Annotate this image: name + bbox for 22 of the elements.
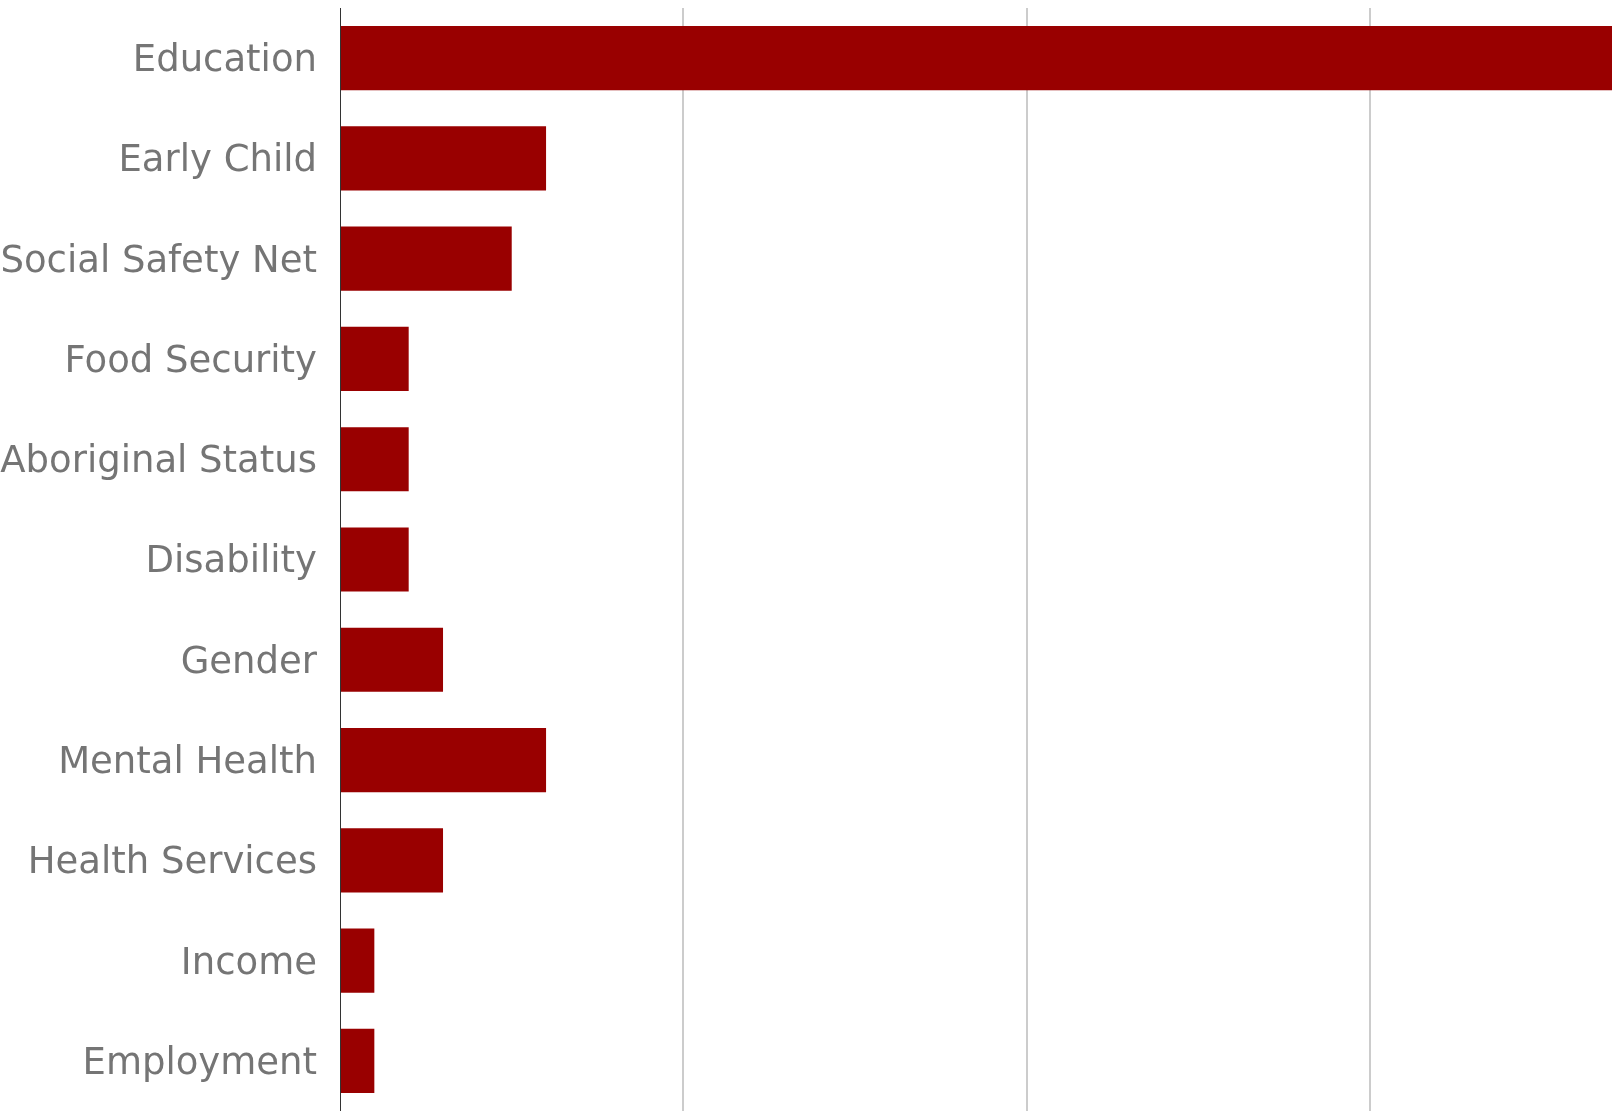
- bar: [340, 828, 444, 893]
- y-tick-label: Disability: [145, 538, 317, 582]
- y-tick-label: Aboriginal Status: [0, 438, 317, 482]
- y-tick-label: Gender: [180, 638, 318, 682]
- bar: [340, 1028, 375, 1093]
- y-tick-label: Food Security: [64, 337, 317, 381]
- y-tick-label: Income: [180, 939, 317, 983]
- y-tick-label: Health Services: [27, 839, 317, 883]
- bar: [340, 226, 512, 291]
- bar: [340, 627, 444, 692]
- bar: [340, 126, 547, 191]
- y-tick-label: Early Child: [118, 137, 317, 181]
- y-tick-label: Employment: [82, 1039, 317, 1083]
- y-tick-label: Mental Health: [58, 739, 317, 782]
- bar: [340, 527, 409, 592]
- y-tick-label: Social Safety Net: [0, 237, 317, 281]
- bar: [340, 928, 375, 993]
- bar: [340, 727, 547, 793]
- bar: [340, 26, 1612, 91]
- bar: [340, 326, 409, 392]
- bar: [340, 427, 409, 492]
- y-tick-label: Education: [132, 37, 317, 81]
